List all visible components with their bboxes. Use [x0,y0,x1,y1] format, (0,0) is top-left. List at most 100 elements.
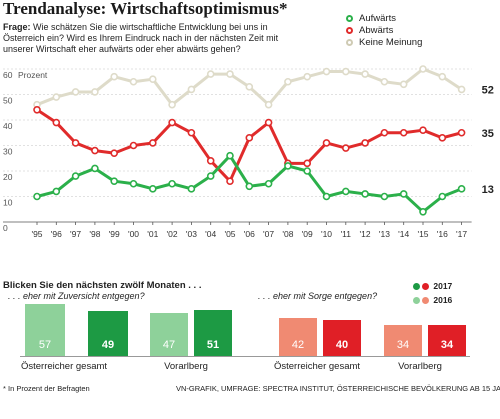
line-chart: 0 10 20 30 40 50 60 Prozent '95 '96 '97 '98 '99 '00 '0… [3,65,494,239]
legend-marker-aufwaerts [346,15,353,22]
legend-2017: 2017 [413,281,452,291]
data-point [149,185,157,193]
legend-label-abwaerts: Abwärts [359,25,394,36]
category-label: Vorarlberg [164,361,208,372]
footnote: * In Prozent der Befragten [3,384,90,393]
data-point [438,72,447,81]
data-point [322,192,331,201]
data-point [303,72,312,81]
bar-value-label: 34 [396,339,410,351]
x-tick-label: '13 [379,229,390,239]
data-point [33,105,41,114]
question-label: Frage: [3,22,31,32]
data-point [361,70,369,78]
y-tick-label: 40 [3,121,13,131]
data-point [206,172,215,180]
data-point [168,100,176,109]
y-axis-label: Prozent [18,70,48,80]
data-point [419,208,427,216]
data-point [399,190,408,198]
x-tick-label: '08 [282,229,293,239]
legend-marker-keine-meinung [346,39,353,46]
data-point [303,159,312,168]
data-point [438,134,447,142]
data-point [226,177,234,185]
data-point [419,126,427,134]
data-point [71,88,80,96]
data-point [226,70,234,78]
legend-2016-label: 2016 [433,295,453,305]
data-point [419,65,427,73]
x-tick-label: '10 [321,229,332,239]
question-body: Wie schätzen Sie die wirtschaftliche Ent… [3,22,279,54]
bar-value-label: 34 [440,339,454,351]
x-tick-label: '15 [417,229,428,239]
end-value-label: 35 [482,128,494,140]
data-point [303,167,312,175]
data-point [110,149,118,157]
bar: 47 [150,313,188,357]
data-point [380,192,389,201]
data-point [264,179,273,188]
category-label: Vorarlberg [398,361,442,372]
y-tick-label: 20 [3,172,13,182]
data-point [129,141,138,150]
legend-marker-abwaerts [346,27,353,34]
x-tick-label: '00 [128,229,139,239]
x-tick-label: '11 [341,229,352,239]
chart-title: Trendanalyse: Wirtschaftsoptimismus* [3,0,288,18]
legend-2017-red-dot [422,283,429,290]
data-point [284,162,292,170]
source-credit: VN-GRAFIK, UMFRAGE: SPECTRA INSTITUT, ÖS… [176,384,500,393]
bar-value-label: 40 [335,339,349,351]
x-tick-label: '03 [186,229,197,239]
y-tick-label: 0 [3,223,8,233]
legend-2017-green-dot [413,283,420,290]
legend-2016-green-dot [413,297,420,304]
data-point [457,185,466,193]
legend-2016-red-dot [422,297,429,304]
bar-value-label: 47 [162,339,176,351]
bar: 42 [279,317,317,357]
x-tick-label: '06 [244,229,255,239]
x-tick-label: '96 [51,229,62,239]
bar: 57 [25,304,65,357]
data-point [380,128,389,137]
x-tick-label: '02 [167,229,178,239]
data-point [284,77,292,86]
bar: 34 [428,325,466,357]
data-point [110,177,118,185]
subtitle-sorge: . . . eher mit Sorge entgegen? [258,291,378,301]
x-tick-label: '97 [70,229,81,239]
category-label: Österreicher gesamt [273,361,361,372]
legend-2016: 2016 [413,295,452,305]
bar-chart: 57 49 47 51 42 40 34 34 [0,300,500,357]
data-point [149,75,157,84]
x-tick-label: '99 [109,229,120,239]
y-tick-label: 60 [3,70,13,80]
bar-section-title: Blicken Sie den nächsten zwölf Monaten .… [3,280,202,291]
data-point [245,83,254,91]
legend-item-aufwaerts: Aufwärts [346,13,396,24]
data-point [322,67,331,76]
data-point [33,192,41,201]
data-point [457,128,466,137]
data-point [206,70,215,78]
data-point [91,164,99,173]
data-point [226,151,234,160]
bar-baseline [20,356,470,357]
x-tick-label: '04 [205,229,216,239]
subtitle-zuversicht: . . . eher mit Zuversicht entgegen? [8,291,145,301]
x-tick-label: '01 [147,229,158,239]
legend-2017-label: 2017 [433,281,453,291]
data-point [245,182,254,191]
data-point [168,179,176,188]
data-point [187,128,196,137]
question-text: Frage: Wie schätzen Sie die wirtschaftli… [3,22,303,55]
data-point [129,77,138,86]
x-tick-label: '05 [224,229,235,239]
bar-value-label: 51 [206,339,220,351]
data-point [149,139,157,147]
x-tick-label: '16 [437,229,448,239]
data-point [457,85,466,94]
